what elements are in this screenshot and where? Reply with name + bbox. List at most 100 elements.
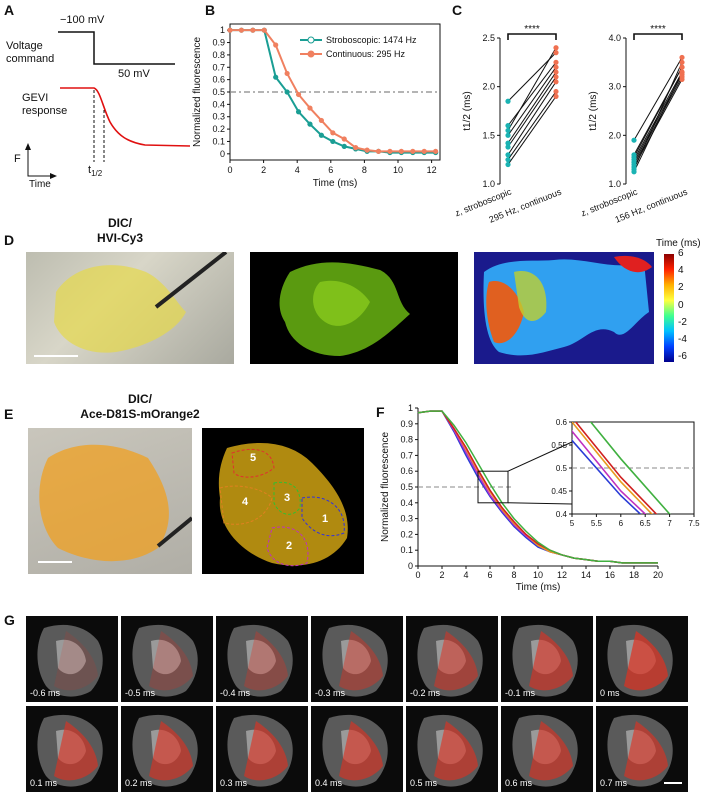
inset-x-tick-label: 5.5 [591,519,603,528]
panel-c-label: C [452,2,463,18]
frame-image [607,624,673,697]
cbar-tick: -6 [678,351,687,362]
frame-image [417,624,483,697]
x-tick-label: 4 [463,570,468,580]
point-continuous [553,69,559,75]
inset-x-tick-label: 6.5 [640,519,652,528]
panel-f-label: F [376,404,385,420]
frame-image [322,714,388,787]
point-strobe [505,161,511,168]
significance-stars: **** [524,24,540,35]
frame-image [132,624,198,697]
frame-time-label: 0.2 ms [125,778,153,788]
cbar-tick: 0 [678,300,684,311]
pair-line [633,62,683,170]
frame-image [132,714,198,787]
zoom-connector [507,502,573,505]
y-tick-label: 0.3 [400,514,413,524]
gevi-response-label: GEVI response [22,92,67,118]
x-axis-label: Time (ms) [516,582,561,593]
series-point [307,121,313,127]
arrow-right-icon [50,173,57,179]
panel-e-title-line1: DIC/ [128,392,152,406]
region-label-4: 4 [242,496,249,508]
series-point [295,109,302,115]
hvi-fluorescence-image [250,252,458,364]
series-point [250,27,256,33]
x-axis-label: Time (ms) [313,178,358,188]
point-continuous [679,64,685,70]
series-point [341,136,347,142]
category-label: 781 Hz, stroboscopic [582,186,639,227]
point-strobe [505,123,511,129]
y-tick-label: 0 [408,561,413,571]
activation-map-shape [483,255,652,356]
inset-y-tick-label: 0.55 [551,441,567,450]
series-point [318,132,324,138]
significance-stars: **** [650,24,666,35]
gevi-response-trace [60,87,191,147]
point-strobe [505,98,511,104]
x-tick-label: 0 [227,165,232,175]
point-strobe [505,157,511,163]
timelapse-frame: 0 ms [596,616,688,702]
inset-bg [542,412,702,538]
panel-d-label: D [4,232,15,248]
panel-d-title: DIC/ HVI-Cy3 [0,216,240,246]
gevi-line2: response [22,105,68,117]
frame-time-label: -0.1 ms [505,688,536,698]
voltage-command-line1: Voltage [6,40,43,52]
series-line [417,410,658,564]
y-tick-label: 0.2 [212,124,225,134]
cbar-tick: -2 [678,317,687,328]
x-tick-label: 8 [511,570,516,580]
frame-time-label: -0.5 ms [125,688,156,698]
point-strobe [505,144,511,150]
y-tick-label: 1 [408,403,413,413]
y-tick-label: 0.9 [400,419,413,429]
colorbar [664,254,674,362]
x-tick-label: 0 [415,570,420,580]
inset-x-tick-label: 5 [570,519,575,528]
chart-c1: 1.01.52.02.5****t1/2 (ms)1474 Hz, strobo… [456,24,563,229]
colorbar-ticks: 6 4 2 0 -2 -4 -6 [678,248,698,366]
pair-line [507,96,557,165]
y-tick-label: 2.0 [608,130,621,140]
timelapse-frame: 0.2 ms [121,706,213,792]
point-continuous [679,54,685,61]
activation-map-image [474,252,654,364]
point-continuous [679,76,685,82]
y-axis-label: t1/2 (ms) [462,91,473,130]
timelapse-frame: 0.4 ms [311,706,403,792]
timelapse-frame: 0.7 ms [596,706,688,792]
point-strobe [631,154,637,160]
y-tick-label: 2.5 [482,33,495,43]
x-tick-label: 6 [487,570,492,580]
frame-time-label: -0.2 ms [410,688,441,698]
series-point [273,42,279,48]
timelapse-row-1: -0.6 ms -0.5 ms -0.4 ms -0.3 ms -0.2 ms -0.1 … [26,616,706,704]
timelapse-frame: -0.3 ms [311,616,403,702]
frame-time-label: -0.4 ms [220,688,251,698]
y-tick-label: 2.0 [482,82,495,92]
x-tick-label: 6 [328,165,333,175]
voltage-command-label: Voltage command [6,40,54,66]
y-tick-label: 0.2 [400,529,413,539]
panel-g-label: G [4,612,15,628]
gevi-line1: GEVI [22,92,49,104]
cbar-tick: -4 [678,334,687,345]
x-tick-label: 2 [261,165,266,175]
x-tick-label: 14 [581,570,591,580]
panel-a-label: A [4,2,15,18]
panel-d-title-line1: DIC/ [108,216,132,230]
x-tick-label: 10 [533,570,543,580]
y-tick-label: 0.8 [212,50,225,60]
y-tick-label: 1.5 [482,130,495,140]
timelapse-frame: -0.2 ms [406,616,498,702]
significance-bracket [633,33,683,40]
panel-e-label: E [4,406,14,422]
point-strobe [505,140,511,146]
x-tick-label: 12 [557,570,567,580]
x-tick-label: 16 [605,570,615,580]
frame-image [417,714,483,787]
